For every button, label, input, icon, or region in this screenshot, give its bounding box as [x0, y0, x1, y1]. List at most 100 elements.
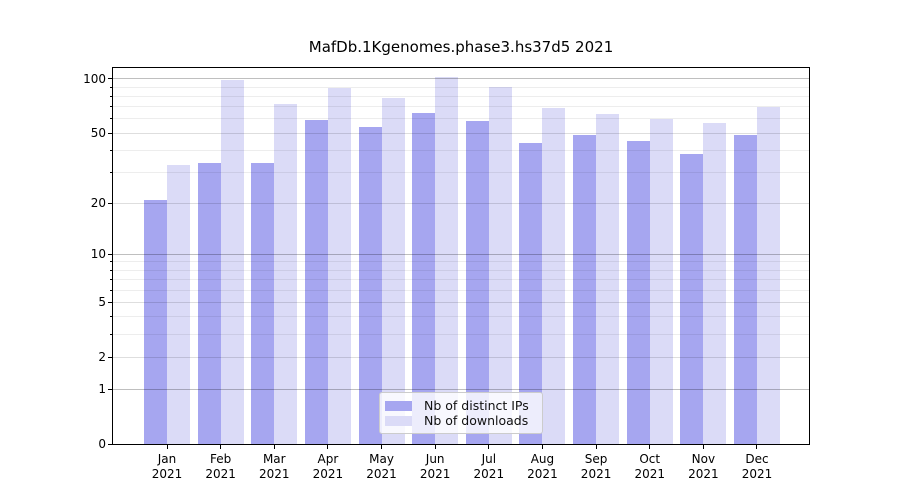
x-tick-label-feb: Feb 2021	[205, 452, 236, 481]
gridline-70	[113, 106, 809, 108]
bar-nb-of-distinct-ips-may	[358, 127, 382, 444]
chart-title: MafDb.1Kgenomes.phase3.hs37d5 2021	[308, 38, 614, 56]
bar-nb-of-distinct-ips-mar	[251, 162, 275, 444]
bar-nb-of-distinct-ips-aug	[519, 142, 543, 444]
x-tick-label-may: May 2021	[366, 452, 397, 481]
x-tick-mark-aug	[541, 445, 543, 449]
x-tick-mark-jan	[166, 445, 168, 449]
x-tick-mark-apr	[327, 445, 329, 449]
x-tick-mark-may	[381, 445, 383, 449]
x-tick-mark-oct	[649, 445, 651, 449]
y-tick-label-50: 50	[90, 126, 106, 140]
gridline-50	[113, 132, 809, 134]
bar-nb-of-distinct-ips-feb	[197, 162, 221, 444]
legend-item-distinct-ips: Nb of distinct IPs	[385, 398, 536, 413]
y-tick-mark-minor-80	[110, 95, 113, 97]
y-tick-label-100: 100	[83, 71, 106, 86]
plot-area	[113, 68, 809, 444]
y-tick-mark-minor-6	[110, 289, 113, 291]
legend-item-downloads: Nb of downloads	[385, 413, 536, 428]
gridline-80	[113, 95, 809, 97]
y-tick-mark-5	[108, 301, 113, 303]
y-tick-mark-50	[108, 132, 113, 134]
x-tick-mark-mar	[273, 445, 275, 449]
x-tick-label-apr: Apr 2021	[312, 452, 344, 481]
x-tick-mark-jul	[488, 445, 490, 449]
bar-nb-of-distinct-ips-nov	[680, 154, 704, 444]
bar-nb-of-downloads-apr	[327, 88, 351, 444]
gridline-9	[113, 261, 809, 263]
x-tick-label-aug: Aug 2021	[527, 452, 558, 481]
bar-nb-of-distinct-ips-dec	[733, 134, 757, 444]
gridline-5	[113, 301, 809, 303]
y-tick-mark-minor-30	[110, 171, 113, 173]
bar-nb-of-distinct-ips-apr	[304, 120, 328, 444]
bar-nb-of-distinct-ips-oct	[626, 141, 650, 444]
gridline-60	[113, 118, 809, 120]
x-tick-mark-nov	[702, 445, 704, 449]
y-tick-mark-minor-7	[110, 279, 113, 281]
y-tick-label-2: 2	[98, 350, 106, 365]
y-tick-mark-minor-60	[110, 118, 113, 120]
y-tick-label-1: 1	[98, 382, 106, 397]
legend-swatch-downloads	[385, 415, 412, 426]
bar-nb-of-downloads-jul	[488, 87, 512, 444]
bar-nb-of-distinct-ips-jan	[144, 199, 167, 444]
x-tick-mark-sep	[595, 445, 597, 449]
x-tick-mark-dec	[756, 445, 758, 449]
y-tick-mark-2	[108, 356, 113, 358]
bar-nb-of-downloads-oct	[649, 118, 673, 444]
bar-nb-of-distinct-ips-jul	[465, 121, 489, 444]
bar-nb-of-downloads-aug	[542, 107, 566, 444]
x-tick-label-jun: Jun 2021	[419, 452, 451, 481]
gridline-8	[113, 269, 809, 271]
x-tick-mark-jun	[434, 445, 436, 449]
bar-nb-of-downloads-may	[381, 98, 405, 444]
gridline-6	[113, 289, 809, 291]
gridline-90	[113, 86, 809, 88]
x-tick-label-mar: Mar 2021	[258, 452, 290, 481]
gridline-1	[113, 388, 809, 390]
y-tick-mark-10	[108, 253, 113, 255]
x-tick-label-jul: Jul 2021	[473, 452, 505, 481]
gridline-40	[113, 149, 809, 151]
x-tick-label-dec: Dec 2021	[741, 452, 773, 481]
y-tick-mark-20	[108, 202, 113, 204]
legend-label-distinct-ips: Nb of distinct IPs	[424, 398, 529, 413]
gridline-2	[113, 356, 809, 358]
y-tick-mark-minor-40	[110, 149, 113, 151]
y-tick-mark-1	[108, 388, 113, 390]
gridline-100	[113, 78, 809, 80]
y-tick-label-0: 0	[98, 437, 106, 451]
bar-nb-of-downloads-sep	[596, 113, 620, 444]
x-tick-label-oct: Oct 2021	[634, 452, 665, 481]
bar-nb-of-downloads-mar	[274, 103, 298, 444]
y-tick-mark-minor-90	[110, 86, 113, 88]
bar-nb-of-downloads-jan	[167, 165, 190, 444]
bar-nb-of-distinct-ips-jun	[412, 112, 436, 444]
gridline-20	[113, 202, 809, 204]
y-tick-mark-minor-3	[110, 333, 113, 335]
gridline-10	[113, 253, 809, 255]
x-tick-label-nov: Nov 2021	[688, 452, 719, 481]
legend-label-downloads: Nb of downloads	[424, 413, 529, 428]
y-tick-label-20: 20	[90, 196, 106, 211]
gridline-3	[113, 333, 809, 335]
y-tick-mark-minor-8	[110, 269, 113, 271]
bar-nb-of-downloads-nov	[703, 122, 727, 444]
y-tick-mark-100	[108, 78, 113, 80]
gridline-4	[113, 316, 809, 318]
x-tick-mark-feb	[220, 445, 222, 449]
y-tick-label-5: 5	[98, 295, 106, 310]
y-tick-mark-minor-9	[110, 261, 113, 263]
y-tick-mark-minor-70	[110, 106, 113, 108]
bar-nb-of-downloads-feb	[220, 79, 244, 444]
y-tick-mark-minor-4	[110, 316, 113, 318]
legend: Nb of distinct IPs Nb of downloads	[379, 392, 543, 434]
gridline-30	[113, 171, 809, 173]
y-tick-label-10: 10	[90, 247, 106, 262]
bar-nb-of-downloads-jun	[435, 77, 459, 444]
gridline-7	[113, 279, 809, 281]
legend-swatch-distinct-ips	[385, 400, 412, 411]
